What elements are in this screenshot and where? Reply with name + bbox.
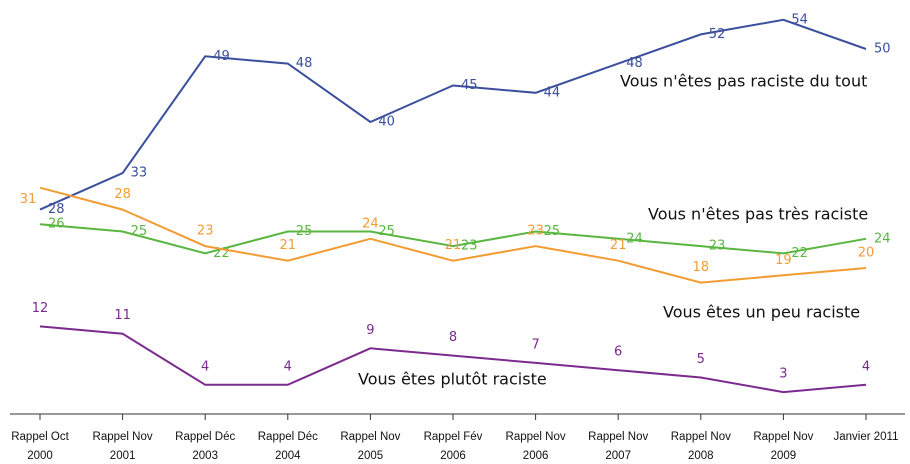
value-label: 4	[284, 359, 292, 374]
x-tick-label: Rappel Nov	[340, 431, 400, 443]
value-label: 48	[296, 56, 313, 71]
value-label: 4	[862, 359, 870, 374]
value-label: 8	[449, 330, 457, 345]
x-tick-label: 2005	[358, 450, 384, 462]
x-tick-label: Rappel Déc	[258, 431, 318, 443]
x-tick-label: Rappel Nov	[588, 431, 648, 443]
value-label: 3	[779, 367, 787, 382]
x-tick-label: 2004	[275, 450, 301, 462]
value-label: 28	[114, 187, 131, 202]
x-tick-label: 2008	[688, 450, 714, 462]
value-label: 24	[874, 231, 891, 246]
value-label: 21	[610, 238, 627, 253]
value-label: 21	[280, 238, 297, 253]
x-tick-label: Rappel Oct	[11, 431, 69, 443]
value-label: 45	[461, 78, 478, 93]
x-tick-label: Rappel Nov	[753, 431, 813, 443]
value-label: 25	[296, 224, 313, 239]
x-tick-label: 2006	[440, 450, 466, 462]
value-label: 49	[213, 49, 230, 64]
value-label: 25	[378, 224, 395, 239]
value-label: 31	[20, 192, 37, 207]
value-label: 33	[131, 166, 148, 181]
value-label: 19	[775, 253, 792, 268]
value-label: 44	[544, 85, 561, 100]
x-tick-label: Rappel Nov	[671, 431, 731, 443]
value-label: 25	[544, 224, 561, 239]
series-name: Vous n'êtes pas raciste du tout	[620, 72, 867, 91]
x-tick-label: 2001	[110, 450, 136, 462]
value-label: 23	[197, 224, 214, 239]
value-label: 7	[531, 337, 539, 352]
series-name: Vous êtes un peu raciste	[663, 303, 860, 322]
series-line	[39, 186, 867, 284]
x-tick-label: Rappel Fév	[424, 431, 483, 443]
series-name: Vous êtes plutôt raciste	[358, 370, 547, 389]
value-label: 50	[874, 42, 891, 57]
value-label: 48	[626, 56, 643, 71]
series-line	[39, 223, 867, 255]
value-label: 23	[461, 239, 478, 254]
value-label: 28	[48, 202, 65, 217]
value-label: 25	[131, 224, 148, 239]
value-label: 9	[366, 323, 374, 338]
value-label: 22	[791, 246, 808, 261]
value-label: 24	[626, 231, 643, 246]
x-tick-label: Rappel Nov	[506, 431, 566, 443]
x-tick-label: 2007	[605, 450, 631, 462]
value-label: 54	[791, 12, 808, 27]
value-label: 52	[709, 27, 726, 42]
value-label: 18	[693, 260, 710, 275]
series-name: Vous n'êtes pas très raciste	[648, 205, 868, 224]
x-tick-label: 2000	[27, 450, 53, 462]
value-label: 23	[527, 224, 544, 239]
series-line	[39, 18, 867, 211]
value-label: 40	[378, 115, 395, 130]
value-label: 20	[858, 246, 875, 261]
x-tick-label: Rappel Nov	[93, 431, 153, 443]
value-label: 26	[48, 217, 65, 232]
value-label: 4	[201, 359, 209, 374]
value-label: 21	[445, 238, 462, 253]
x-tick-label: Rappel Déc	[175, 431, 235, 443]
x-tick-label: Janvier 2011	[834, 431, 899, 443]
value-label: 6	[614, 345, 622, 360]
value-label: 5	[697, 352, 705, 367]
value-label: 11	[114, 308, 131, 323]
x-tick-label: 2003	[192, 450, 218, 462]
value-label: 24	[362, 216, 379, 231]
value-label: 12	[32, 301, 49, 316]
series-line	[39, 325, 867, 394]
value-label: 23	[709, 239, 726, 254]
x-tick-label: 2009	[771, 450, 797, 462]
x-tick-label: 2006	[523, 450, 549, 462]
